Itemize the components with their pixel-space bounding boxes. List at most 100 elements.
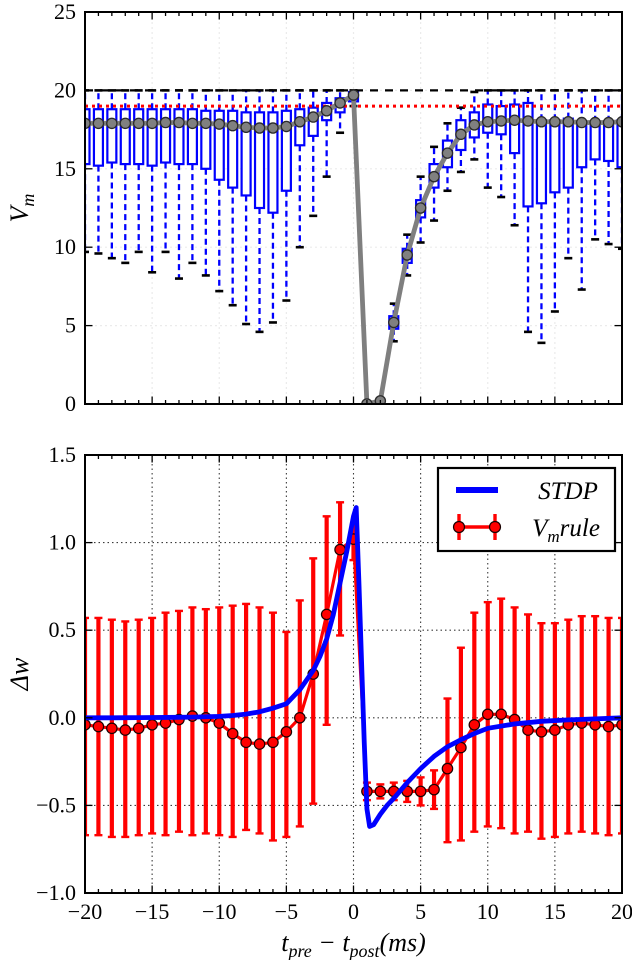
vm-rule-marker xyxy=(146,719,158,731)
y-tick-label: 1.5 xyxy=(49,442,77,467)
vm-rule-marker xyxy=(226,727,239,740)
mean-marker xyxy=(549,116,561,128)
mean-marker xyxy=(455,128,467,141)
x-tick-label: 0 xyxy=(348,899,359,924)
x-axis-label: tpre − tpost(ms) xyxy=(281,928,426,960)
mean-marker xyxy=(294,116,306,128)
y-tick-label: 5 xyxy=(65,313,76,338)
mean-marker xyxy=(119,117,132,130)
mean-marker xyxy=(481,116,494,128)
vm-rule-marker xyxy=(240,736,252,749)
mean-marker xyxy=(186,117,199,130)
box xyxy=(200,109,212,170)
mean-marker xyxy=(428,170,440,183)
y-tick-label: 0 xyxy=(65,391,76,416)
x-tick-label: 5 xyxy=(415,899,426,924)
vm-rule-marker xyxy=(481,708,494,721)
vm-rule-marker xyxy=(267,736,279,749)
legend-marker xyxy=(488,520,502,534)
vm-rule-marker xyxy=(549,724,561,736)
x-tick-label: −10 xyxy=(202,899,236,924)
mean-marker xyxy=(468,119,481,131)
mean-marker xyxy=(213,118,225,130)
vm-rule-marker xyxy=(414,785,427,798)
box xyxy=(280,109,292,192)
mean-marker xyxy=(562,116,575,128)
legend: STDP Vmrule xyxy=(436,466,617,553)
top-grid xyxy=(85,12,622,404)
mean-marker xyxy=(200,117,212,130)
box xyxy=(253,111,266,210)
top-ticks xyxy=(84,11,623,405)
legend-label-vmrule: Vmrule xyxy=(532,515,600,546)
mean-marker xyxy=(280,120,293,133)
mean-marker xyxy=(173,116,185,129)
vm-rule-marker xyxy=(106,722,118,735)
vm-rule-marker xyxy=(213,717,226,729)
bottom-labels: −1.0 −0.5 0.0 0.5 1.0 1.5 −20 −15 −10 −5 0 5 10 15 20 Δ… xyxy=(5,442,632,960)
vm-rule-marker xyxy=(441,762,454,775)
mean-marker xyxy=(267,122,279,134)
legend-box xyxy=(436,466,617,553)
mean-marker xyxy=(226,119,239,132)
vm-rule-marker xyxy=(92,720,105,733)
mean-marker xyxy=(602,116,615,129)
top-panel: 0 5 10 15 20 25 Vm xyxy=(5,0,623,416)
top-labels: 0 5 10 15 20 25 Vm xyxy=(5,0,76,416)
y-tick-label: −0.5 xyxy=(36,792,76,817)
box xyxy=(535,119,548,205)
mean-marker xyxy=(240,121,252,133)
vm-rule-marker xyxy=(293,711,306,724)
y-tick-label: 25 xyxy=(54,0,76,24)
mean-marker xyxy=(575,116,588,129)
box xyxy=(92,108,105,167)
vm-rule-marker xyxy=(280,726,293,738)
mean-marker xyxy=(132,117,145,130)
y-axis-label-vm: Vm xyxy=(5,194,38,223)
box xyxy=(106,108,118,164)
bottom-panel: −1.0 −0.5 0.0 0.5 1.0 1.5 −20 −15 −10 −5 0 5 10 15 20 Δ… xyxy=(5,442,632,960)
y-axis-label-dw: Δw xyxy=(5,657,34,691)
box xyxy=(173,108,185,166)
vm-rule-marker xyxy=(428,783,440,796)
mean-marker xyxy=(253,122,266,134)
x-tick-label: 20 xyxy=(611,899,632,924)
box xyxy=(133,108,145,166)
mean-marker xyxy=(106,117,118,130)
vm-rule-marker xyxy=(253,738,266,750)
vm-rule-marker xyxy=(495,708,507,721)
legend-marker xyxy=(452,520,466,534)
box xyxy=(576,122,588,169)
mean-marker xyxy=(401,249,413,261)
box xyxy=(119,108,131,166)
vm-rule-marker xyxy=(119,724,132,736)
box xyxy=(213,109,225,181)
vm-rule-marker xyxy=(132,722,145,735)
mean-marker xyxy=(522,115,534,127)
mean-marker xyxy=(159,116,172,129)
vm-rule-marker xyxy=(374,785,387,798)
box xyxy=(146,108,158,167)
x-tick-label: 15 xyxy=(544,899,566,924)
y-tick-label: 10 xyxy=(54,234,76,259)
y-tick-label: 15 xyxy=(54,156,76,181)
box xyxy=(186,108,198,166)
mean-marker xyxy=(388,316,400,329)
x-tick-label: −20 xyxy=(68,899,102,924)
y-tick-label: 0.0 xyxy=(49,705,77,730)
box xyxy=(549,119,561,194)
box xyxy=(509,103,521,155)
mean-marker xyxy=(307,111,319,123)
mean-marker xyxy=(589,116,601,129)
vm-rule-marker xyxy=(334,543,346,556)
stdp-line xyxy=(84,505,623,829)
y-tick-label: −1.0 xyxy=(36,880,76,905)
vm-rule-line xyxy=(84,533,623,798)
x-tick-label: −15 xyxy=(135,899,169,924)
vm-rule-marker xyxy=(602,720,615,733)
mean-marker xyxy=(414,202,427,214)
x-tick-label: −5 xyxy=(275,899,298,924)
mean-marker xyxy=(508,114,521,126)
